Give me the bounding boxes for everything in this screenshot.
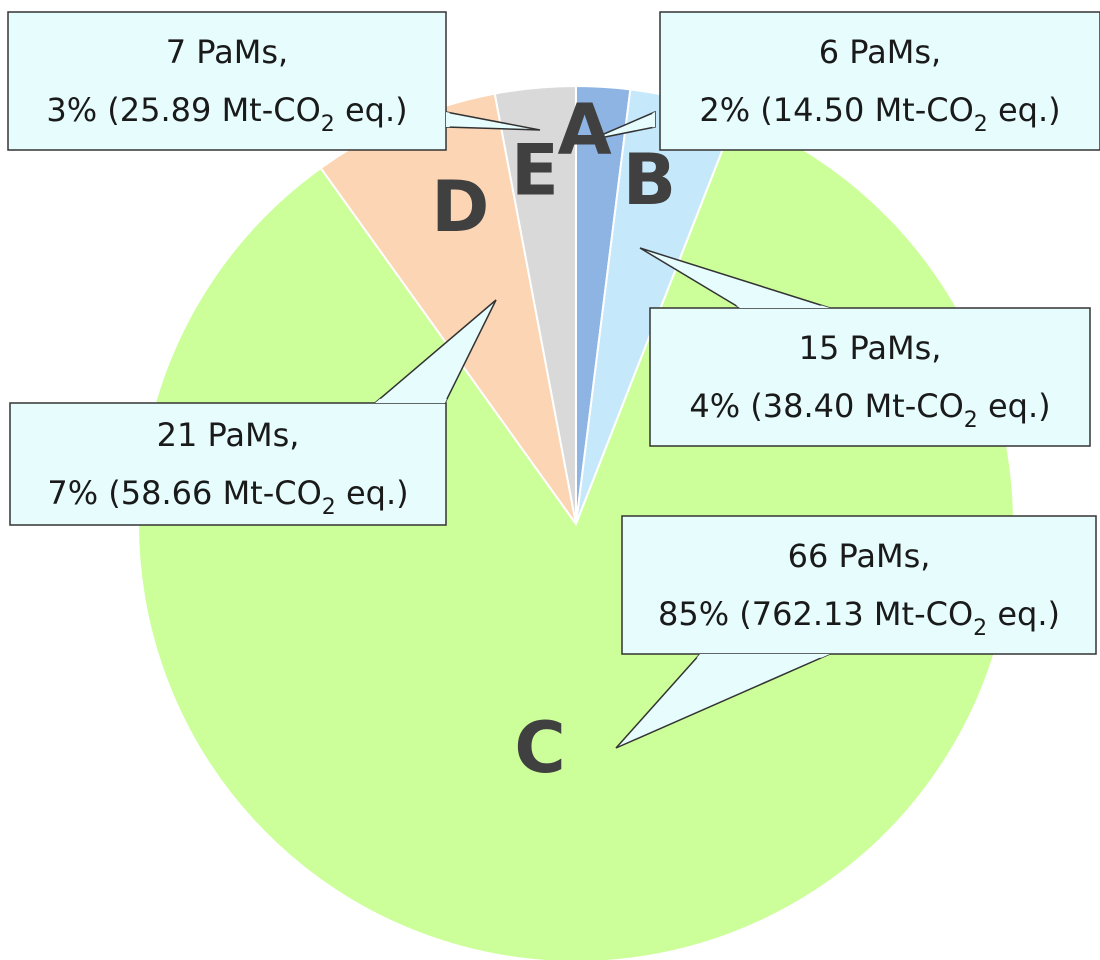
callout-pams: 7 PaMs,	[166, 33, 288, 71]
category-label-d: D	[431, 166, 489, 248]
callout-share-subscript: 2	[964, 408, 978, 433]
callout-share-suffix: eq.)	[987, 595, 1060, 633]
callout-box	[9, 402, 447, 526]
callout-share-subscript: 2	[974, 112, 988, 137]
callout-share-subscript: 2	[321, 112, 335, 137]
callout-pams: 15 PaMs,	[799, 329, 942, 367]
callout-seam	[446, 112, 450, 128]
callout-d: 21 PaMs, 7% (58.66 Mt-CO2 eq.)	[9, 299, 497, 526]
callout-share-prefix: 7% (58.66 Mt-CO	[47, 474, 321, 512]
category-label-c: C	[514, 707, 565, 789]
callout-share-prefix: 2% (14.50 Mt-CO	[699, 91, 973, 129]
callout-seam	[652, 112, 655, 128]
callout-share-suffix: eq.)	[336, 474, 409, 512]
category-label-e: E	[511, 130, 559, 212]
category-label-b: B	[623, 139, 676, 221]
pie-slice-e	[493, 84, 577, 525]
callout-seam	[736, 305, 830, 308]
callout-e: 7 PaMs, 3% (25.89 Mt-CO2 eq.)	[7, 11, 541, 151]
callout-share-prefix: 85% (762.13 Mt-CO	[658, 595, 973, 633]
callout-share: 7% (58.66 Mt-CO2 eq.)	[47, 474, 408, 520]
callout-share-suffix: eq.)	[978, 387, 1051, 425]
callout-box	[7, 11, 447, 151]
callout-seam	[375, 398, 448, 403]
callout-share-subscript: 2	[973, 616, 987, 641]
callout-share-subscript: 2	[322, 495, 336, 520]
callout-share-prefix: 4% (38.40 Mt-CO	[689, 387, 963, 425]
callout-share: 2% (14.50 Mt-CO2 eq.)	[699, 91, 1060, 137]
callout-share-prefix: 3% (25.89 Mt-CO	[46, 91, 320, 129]
callout-c: 66 PaMs, 85% (762.13 Mt-CO2 eq.)	[615, 515, 1097, 749]
callouts: 6 PaMs,2% (14.50 Mt-CO2 eq.)15 PaMs,4% (…	[7, 11, 1100, 749]
callout-seam	[696, 654, 830, 658]
callout-box	[621, 515, 1097, 655]
callout-share: 85% (762.13 Mt-CO2 eq.)	[658, 595, 1060, 641]
callout-pams: 21 PaMs,	[157, 416, 300, 454]
callout-share: 3% (25.89 Mt-CO2 eq.)	[46, 91, 407, 137]
callout-share-suffix: eq.)	[988, 91, 1061, 129]
callout-a: 6 PaMs, 2% (14.50 Mt-CO2 eq.)	[589, 11, 1100, 151]
callout-share-suffix: eq.)	[335, 91, 408, 129]
callout-b: 15 PaMs, 4% (38.40 Mt-CO2 eq.)	[639, 247, 1091, 447]
callout-box	[659, 11, 1100, 151]
category-labels: AB C D E	[431, 89, 676, 789]
callout-pams: 66 PaMs,	[788, 537, 931, 575]
callout-pams: 6 PaMs,	[819, 33, 941, 71]
category-label-a: A	[557, 89, 611, 171]
callout-box	[649, 307, 1091, 447]
callout-share: 4% (38.40 Mt-CO2 eq.)	[689, 387, 1050, 433]
